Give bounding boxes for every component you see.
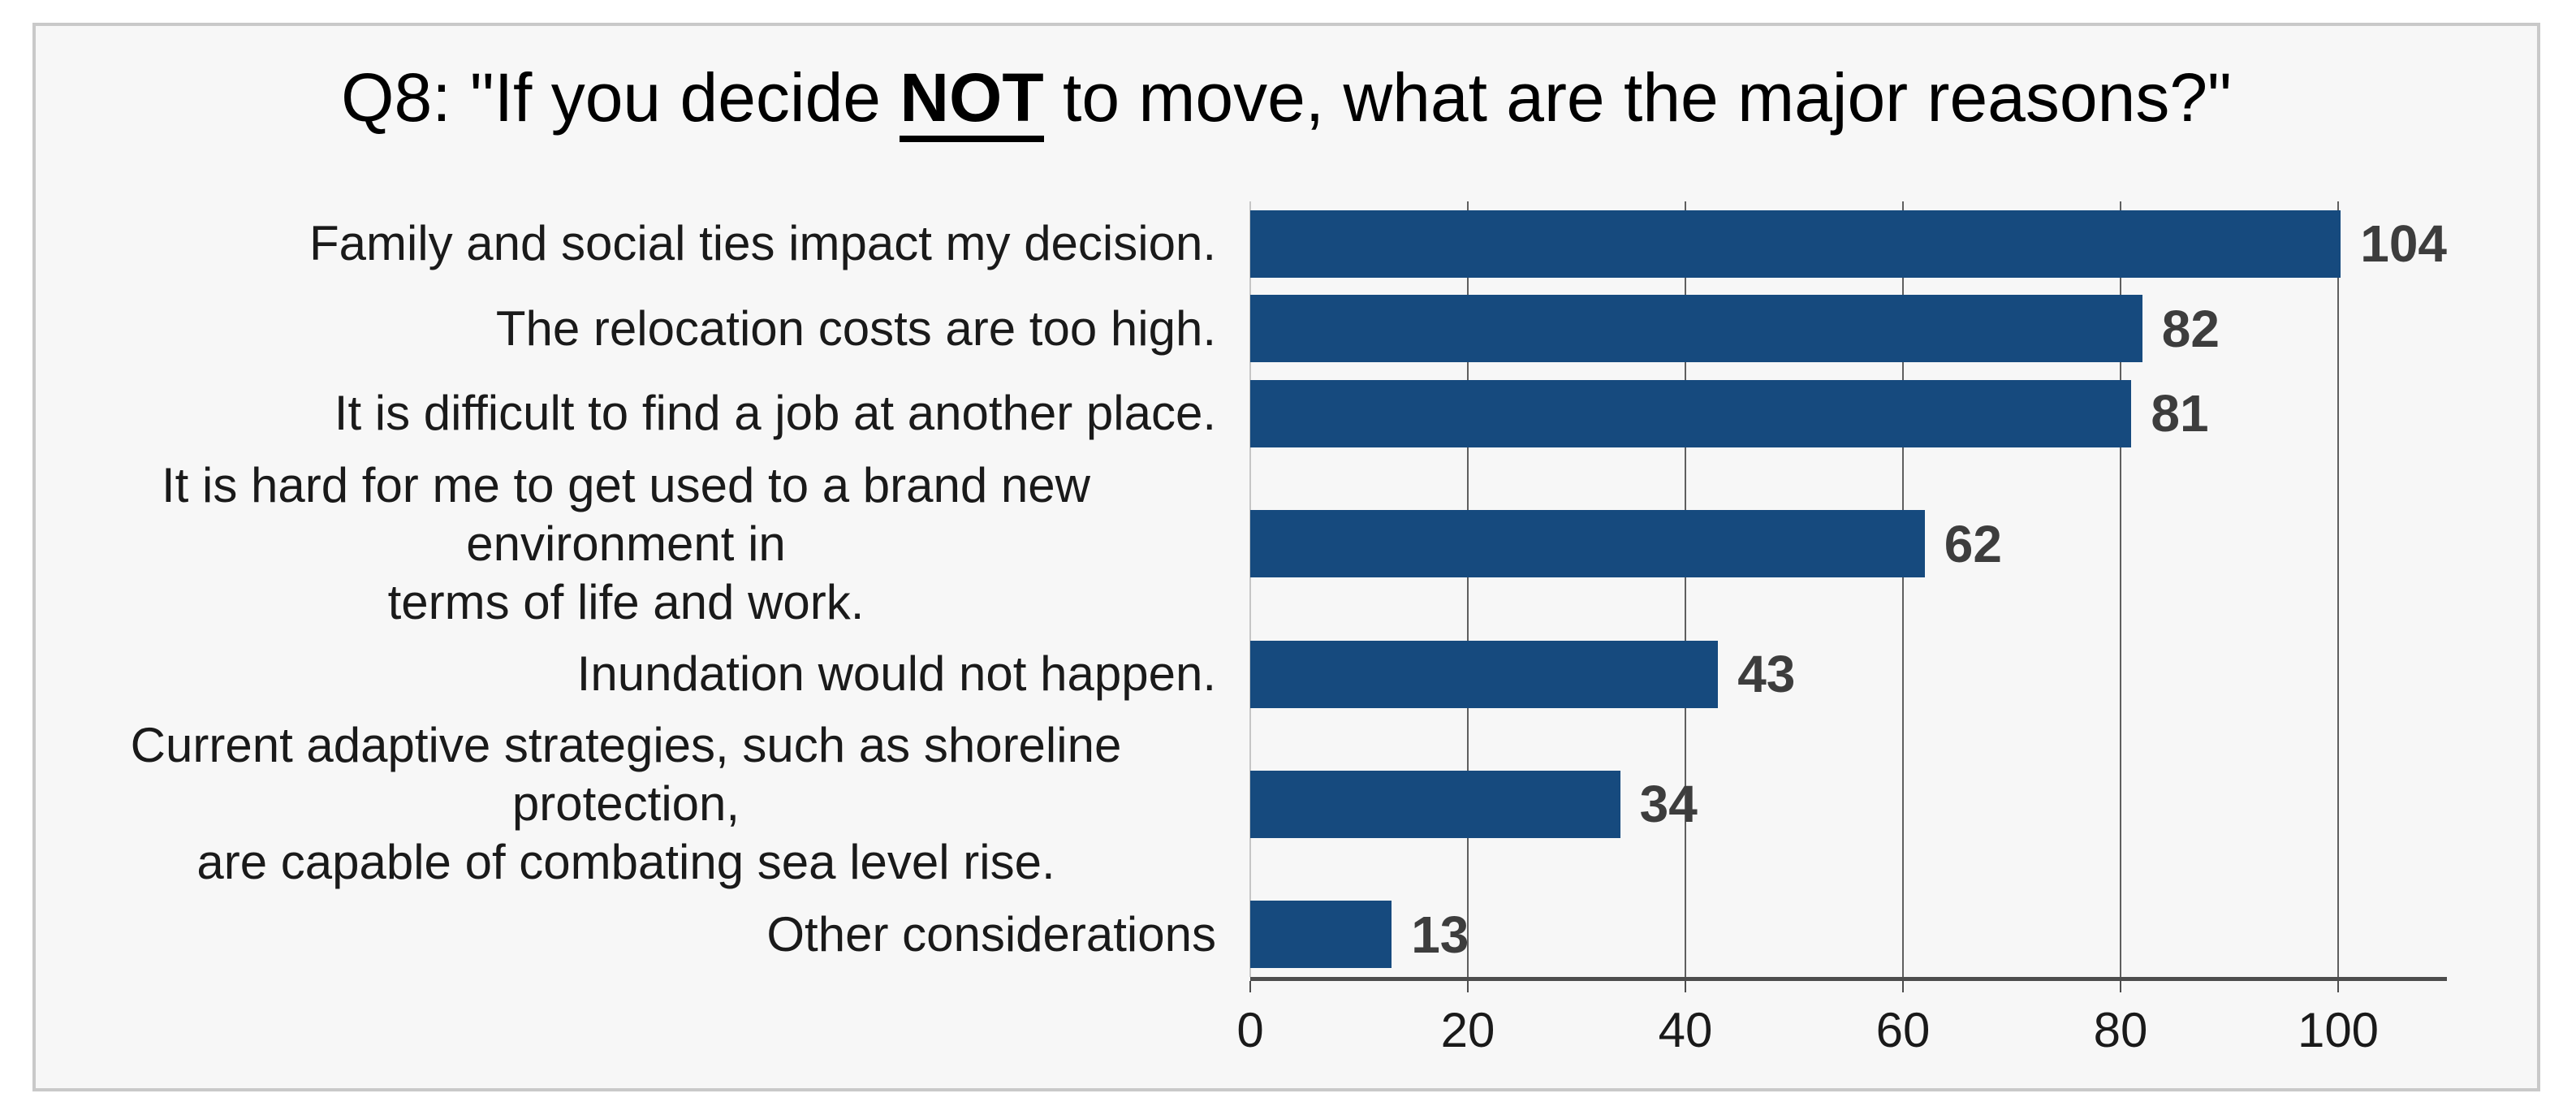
gridline <box>2120 201 2121 977</box>
x-tick-label: 20 <box>1440 1003 1495 1057</box>
gridline <box>1902 201 1904 977</box>
category-label: It is hard for me to get used to a brand… <box>162 457 1090 629</box>
category-label-cell: It is difficult to find a job at another… <box>36 384 1250 443</box>
x-tick-label: 60 <box>1875 1003 1931 1057</box>
category-label: The relocation costs are too high. <box>495 300 1216 356</box>
category-label: Current adaptive strategies, such as sho… <box>130 718 1122 890</box>
value-label: 81 <box>2151 384 2209 443</box>
category-label-cell: Current adaptive strategies, such as sho… <box>36 716 1250 892</box>
bar-cell: 43 <box>1250 632 2447 717</box>
x-tick-label: 40 <box>1658 1003 1713 1057</box>
bar-row: Current adaptive strategies, such as sho… <box>36 716 2447 892</box>
bar <box>1250 295 2142 363</box>
chart-frame: Q8: "If you decide NOT to move, what are… <box>32 23 2540 1091</box>
bar-cell: 34 <box>1250 716 2447 892</box>
gridline <box>1249 201 1251 977</box>
chart-title-prefix: Q8: "If you decide <box>341 59 900 136</box>
value-label: 82 <box>2161 299 2220 358</box>
bar-rows: Family and social ties impact my decisio… <box>36 201 2447 977</box>
bar <box>1250 901 1392 969</box>
bar <box>1250 379 2132 447</box>
x-tick-label: 100 <box>2297 1003 2380 1057</box>
x-tick-label: 80 <box>2093 1003 2148 1057</box>
plot-area <box>1249 201 2447 992</box>
bar-row: It is hard for me to get used to a brand… <box>36 456 2447 632</box>
bar-cell: 104 <box>1250 201 2447 287</box>
x-axis-labels: 0 20 40 60 80 100 <box>1236 1002 2447 1067</box>
gridline <box>1685 201 1686 977</box>
bar-row: Family and social ties impact my decisio… <box>36 201 2447 287</box>
bar-cell: 13 <box>1250 892 2447 977</box>
bar <box>1250 210 2341 278</box>
axis-tick <box>1467 981 1469 992</box>
category-label-cell: Family and social ties impact my decisio… <box>36 214 1250 273</box>
value-label: 43 <box>1737 645 1796 704</box>
value-label: 34 <box>1639 775 1698 834</box>
bar-cell: 81 <box>1250 371 2447 456</box>
chart-title-emphasis: NOT <box>900 59 1044 142</box>
category-label: Family and social ties impact my decisio… <box>309 216 1216 271</box>
bar-row: Other considerations 13 <box>36 892 2447 977</box>
bar <box>1250 510 1925 578</box>
axis-tick <box>1249 981 1251 992</box>
axis-tick <box>2337 981 2339 992</box>
bar <box>1250 770 1620 838</box>
category-label-cell: Other considerations <box>36 905 1250 964</box>
axis-tick <box>2120 981 2121 992</box>
bar-cell: 82 <box>1250 287 2447 372</box>
bar-row: Inundation would not happen. 43 <box>36 632 2447 717</box>
bar-row: It is difficult to find a job at another… <box>36 371 2447 456</box>
category-label-cell: It is hard for me to get used to a brand… <box>36 456 1250 632</box>
value-label: 104 <box>2360 214 2447 274</box>
x-tick-label: 0 <box>1236 1003 1264 1057</box>
category-label: Inundation would not happen. <box>576 646 1216 702</box>
category-label-cell: The relocation costs are too high. <box>36 300 1250 358</box>
axis-tick <box>1685 981 1686 992</box>
bar-cell: 62 <box>1250 456 2447 632</box>
gridline <box>2337 201 2339 977</box>
value-label: 13 <box>1411 905 1469 964</box>
bar-row: The relocation costs are too high. 82 <box>36 287 2447 372</box>
bar <box>1250 640 1719 708</box>
chart-title-suffix: to move, what are the major reasons?" <box>1043 59 2232 136</box>
axis-tick <box>1902 981 1904 992</box>
category-label-cell: Inundation would not happen. <box>36 645 1250 703</box>
value-label: 62 <box>1944 514 2002 573</box>
category-label: It is difficult to find a job at another… <box>334 386 1216 441</box>
category-label: Other considerations <box>766 906 1216 962</box>
gridline <box>1467 201 1469 977</box>
chart-title: Q8: "If you decide NOT to move, what are… <box>36 55 2537 142</box>
